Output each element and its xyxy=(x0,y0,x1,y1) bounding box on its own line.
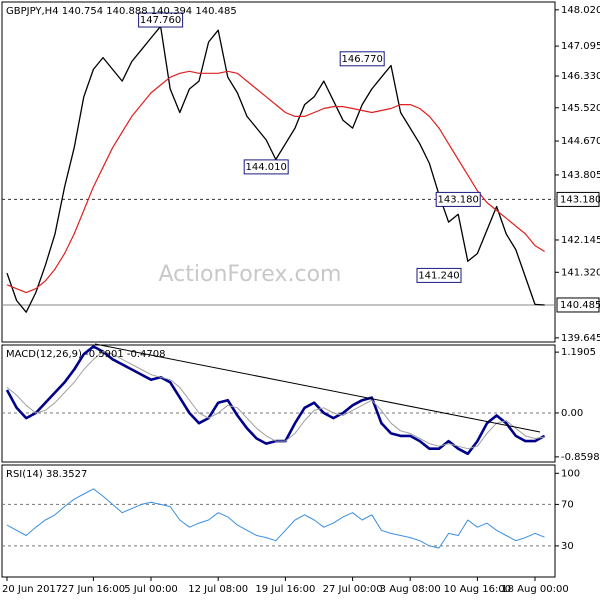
x-tick-label: 10 Aug 16:00 xyxy=(444,584,511,595)
panel-frame xyxy=(1,344,556,463)
x-tick-label: 12 Jul 08:00 xyxy=(188,584,248,595)
y-tick-label: 141.320 xyxy=(561,267,600,278)
panel-title: MACD(12,26,9) -0.5901 -0.4708 xyxy=(6,349,166,360)
series-line xyxy=(6,488,545,549)
y-tick-label: -0.8598 xyxy=(561,452,600,463)
panel-frame xyxy=(1,464,556,578)
level-box xyxy=(556,297,600,313)
y-tick-label: 146.330 xyxy=(561,71,600,82)
annotation-box xyxy=(339,51,385,67)
x-tick-label: 27 Jun 16:00 xyxy=(62,584,126,595)
x-tick-label: 5 Jul 00:00 xyxy=(124,584,178,595)
panel-title: RSI(14) 38.3527 xyxy=(6,469,87,480)
y-tick-label: 139.645 xyxy=(561,333,600,344)
annotation-box xyxy=(435,191,481,207)
y-tick-label: 70 xyxy=(561,499,574,510)
x-tick-label: 19 Jul 16:00 xyxy=(255,584,315,595)
annotation-label: 146.770 xyxy=(342,54,383,65)
series-line xyxy=(6,351,545,450)
x-tick-label: 27 Jul 00:00 xyxy=(323,584,383,595)
annotation-label: 147.760 xyxy=(140,15,181,26)
series-line xyxy=(6,70,545,294)
annotation-label: 144.010 xyxy=(246,162,287,173)
y-tick-label: 144.670 xyxy=(561,136,600,147)
level-box xyxy=(556,191,600,207)
annotation-box xyxy=(138,12,184,28)
y-tick-label: 142.145 xyxy=(561,235,600,246)
y-tick-label: 143.805 xyxy=(561,170,600,181)
x-tick-label: 3 Aug 08:00 xyxy=(380,584,441,595)
watermark: ActionForex.com xyxy=(159,262,342,287)
annotation-label: 143.180 xyxy=(438,194,479,205)
annotation-box xyxy=(243,159,289,175)
panel-frame xyxy=(1,1,556,343)
x-tick-label: 20 Jun 2017 xyxy=(2,584,62,595)
y-tick-label: 0.00 xyxy=(561,408,583,419)
y-tick-label: 100 xyxy=(561,468,580,479)
annotation-box xyxy=(416,267,462,283)
panel-title: GBPJPY,H4 140.754 140.888 140.394 140.48… xyxy=(6,6,237,17)
trend-line xyxy=(94,343,541,433)
y-tick-label: 1.1905 xyxy=(561,347,596,358)
level-label: 140.485 xyxy=(560,300,600,311)
y-tick-label: 147.095 xyxy=(561,41,600,52)
x-tick-label: 18 Aug 00:00 xyxy=(501,584,568,595)
y-tick-label: 30 xyxy=(561,541,574,552)
y-tick-label: 145.520 xyxy=(561,103,600,114)
annotation-label: 141.240 xyxy=(418,270,459,281)
level-label: 143.180 xyxy=(560,194,600,205)
y-tick-label: 148.020 xyxy=(561,5,600,16)
